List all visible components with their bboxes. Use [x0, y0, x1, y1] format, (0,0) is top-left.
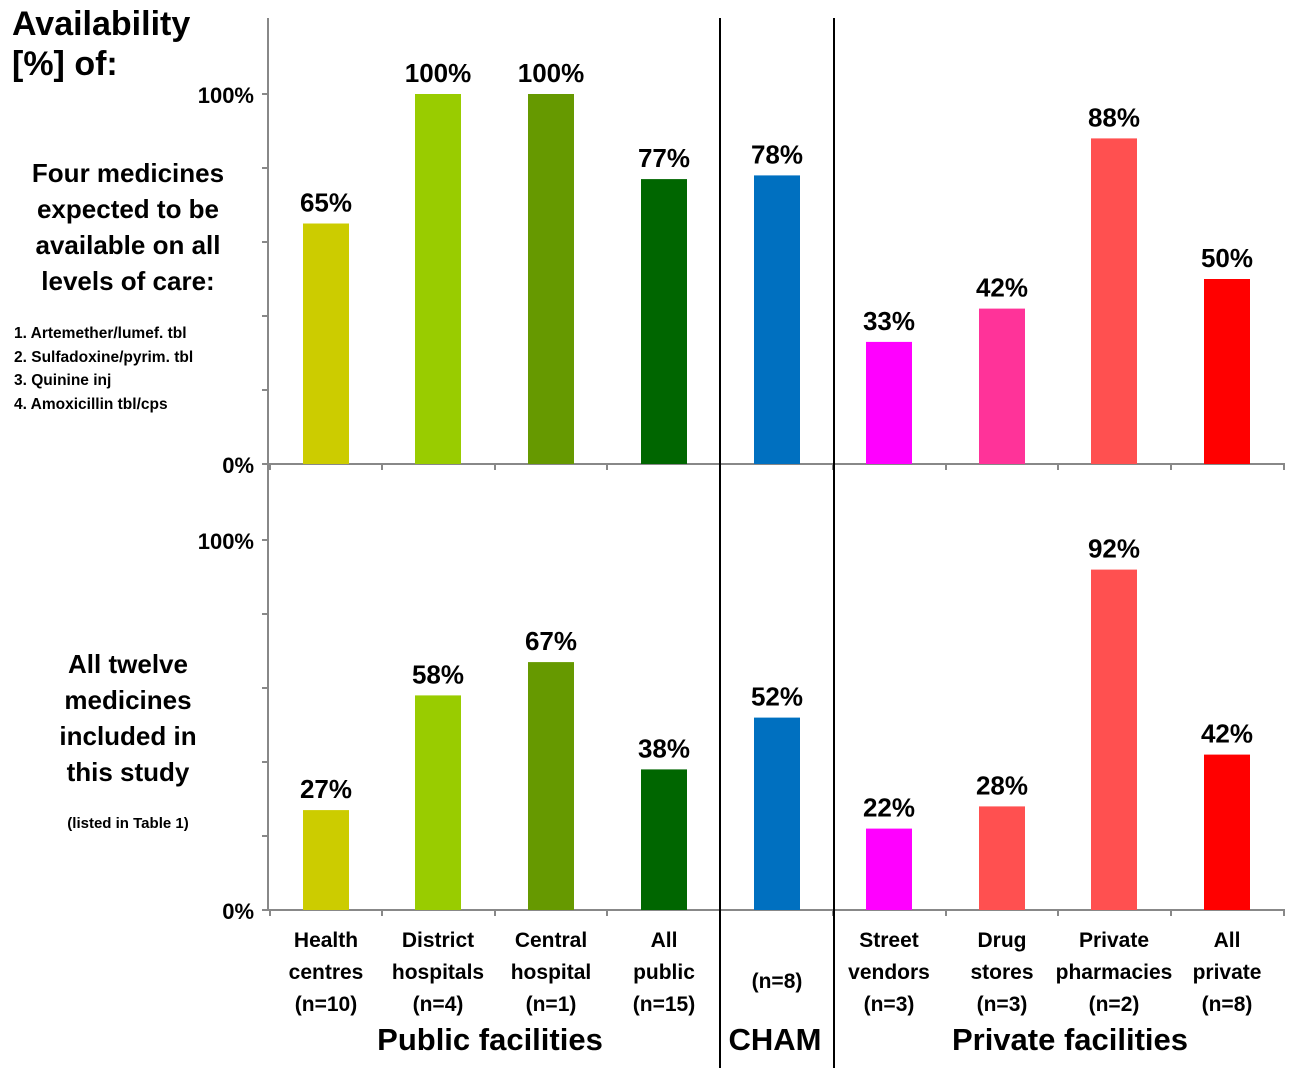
x-tick-label: (n=1) [526, 993, 577, 1016]
data-label: 100% [518, 58, 585, 88]
x-tick-label: All [1214, 929, 1241, 952]
bar [415, 695, 461, 910]
x-tick-label: (n=10) [295, 993, 357, 1016]
panel1-label-line-2: expected to be [36, 194, 220, 224]
data-label: 77% [638, 143, 690, 173]
y-tick-label: 0% [222, 899, 254, 924]
medicine-list-item: 1. Artemether/lumef. tbl [14, 325, 187, 342]
x-tick-label: Health [294, 929, 358, 952]
panel2-label: All twelve medicines included in this st… [8, 646, 248, 790]
x-tick-label: (n=15) [633, 993, 695, 1016]
data-label: 28% [976, 770, 1028, 800]
x-tick-label: pharmacies [1056, 961, 1173, 984]
bar [979, 308, 1025, 464]
data-label: 52% [751, 682, 803, 712]
data-label: 58% [412, 659, 464, 689]
bar [1204, 754, 1250, 910]
x-tick-label: All [651, 929, 678, 952]
bar [415, 94, 461, 464]
data-label: 38% [638, 733, 690, 763]
data-label: 100% [405, 58, 472, 88]
panel2-label-line-2: medicines [64, 685, 192, 715]
panel1-label-line-4: levels of care: [41, 266, 215, 296]
panel2-label-line-1: All twelve [68, 649, 188, 679]
panel1-label: Four medicines expected to be available … [8, 155, 248, 299]
y-tick-label: 100% [198, 529, 254, 554]
medicine-list-item: 2. Sulfadoxine/pyrim. tbl [14, 348, 194, 366]
bar [754, 717, 800, 910]
data-label: 78% [751, 139, 803, 169]
bar [1204, 279, 1250, 464]
x-tick-label: stores [970, 961, 1033, 984]
group-label-cham: CHAM [728, 1022, 822, 1057]
data-label: 67% [525, 626, 577, 656]
group-label-public: Public facilities [377, 1022, 603, 1057]
x-tick-label: (n=3) [977, 993, 1028, 1016]
x-tick-label: (n=3) [864, 993, 915, 1016]
x-tick-label: (n=8) [752, 970, 803, 993]
x-tick-label: Drug [978, 929, 1027, 952]
x-tick-label: (n=2) [1089, 993, 1140, 1016]
group-label-private: Private facilities [951, 1022, 1189, 1057]
data-label: 92% [1088, 534, 1140, 564]
panel2-label-line-4: this study [66, 757, 190, 787]
panel2-note: (listed in Table 1) [67, 815, 189, 832]
bar [528, 94, 574, 464]
data-label: 88% [1088, 102, 1140, 132]
x-tick-label: Street [859, 929, 919, 952]
panel1-label-line-1: Four medicines [31, 158, 225, 188]
bar [303, 223, 349, 464]
data-label: 42% [976, 273, 1028, 303]
data-label: 65% [300, 188, 352, 218]
bar [1091, 569, 1137, 910]
medicine-list: 1. Artemether/lumef. tbl 2. Sulfadoxine/… [14, 322, 193, 416]
medicine-list-item: 4. Amoxicillin tbl/cps [14, 395, 168, 413]
panel1-label-line-3: available on all [35, 230, 221, 260]
data-label: 33% [863, 306, 915, 336]
x-tick-label: (n=4) [413, 993, 464, 1016]
x-tick-label: private [1193, 961, 1262, 984]
bar [754, 175, 800, 464]
y-tick-label: 100% [198, 83, 254, 108]
data-label: 22% [863, 793, 915, 823]
data-label: 50% [1201, 243, 1253, 273]
x-tick-label: Private [1079, 929, 1149, 952]
x-tick-label: Central [515, 929, 587, 952]
bar [303, 810, 349, 910]
x-tick-label: public [633, 961, 695, 984]
medicine-list-item: 3. Quinine inj [14, 372, 112, 389]
bar [979, 806, 1025, 910]
bar [641, 769, 687, 910]
x-tick-label: vendors [848, 961, 930, 984]
x-tick-label: hospital [511, 961, 592, 984]
title-line-2: [%] of: [12, 45, 118, 83]
bar [641, 179, 687, 464]
x-tick-label: hospitals [392, 961, 484, 984]
panel2-label-line-3: included in [59, 721, 197, 751]
data-label: 27% [300, 774, 352, 804]
bar [866, 341, 912, 464]
bar [866, 828, 912, 910]
chart-title: Availability [%] of: [12, 4, 190, 84]
x-tick-label: (n=8) [1202, 993, 1253, 1016]
bar [1091, 138, 1137, 464]
bar [528, 662, 574, 910]
data-label: 42% [1201, 719, 1253, 749]
x-tick-label: centres [289, 961, 364, 984]
y-tick-label: 0% [222, 453, 254, 478]
x-tick-label: District [402, 929, 474, 952]
title-line-1: Availability [12, 5, 191, 43]
